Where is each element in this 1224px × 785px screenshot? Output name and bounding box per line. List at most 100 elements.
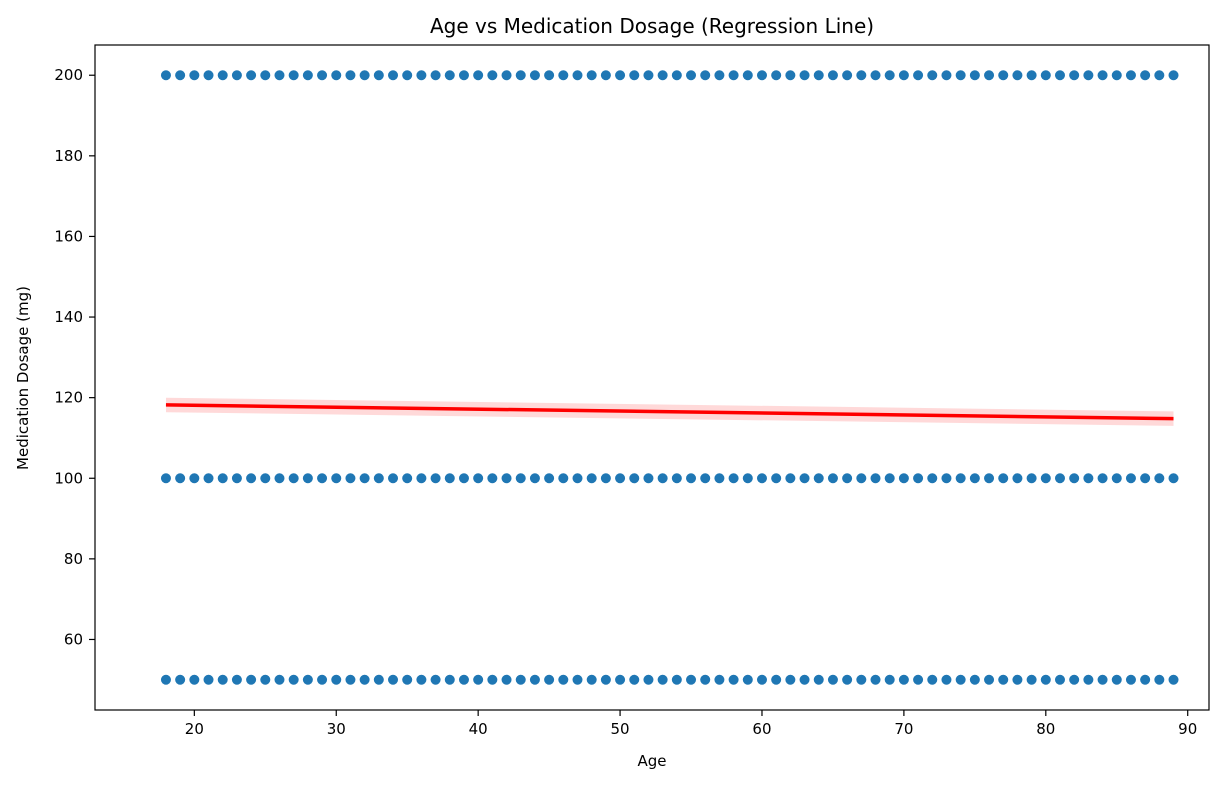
scatter-point <box>515 674 526 685</box>
scatter-point <box>884 70 895 81</box>
scatter-point <box>331 70 342 81</box>
scatter-point <box>842 70 853 81</box>
y-tick-label: 60 <box>64 630 83 648</box>
scatter-point <box>955 473 966 484</box>
scatter-point <box>529 70 540 81</box>
scatter-point <box>1168 70 1179 81</box>
scatter-point <box>317 473 328 484</box>
scatter-point <box>203 473 214 484</box>
scatter-point <box>615 674 626 685</box>
scatter-point <box>941 70 952 81</box>
scatter-point <box>643 473 654 484</box>
scatter-point <box>870 70 881 81</box>
scatter-point <box>1083 473 1094 484</box>
scatter-point <box>501 70 512 81</box>
scatter-point <box>317 70 328 81</box>
scatter-point <box>1026 674 1037 685</box>
scatter-point <box>615 70 626 81</box>
scatter-point <box>984 70 995 81</box>
scatter-point <box>728 473 739 484</box>
scatter-point <box>288 473 299 484</box>
scatter-point <box>274 473 285 484</box>
x-tick-label: 30 <box>327 720 346 738</box>
regression-line <box>165 403 1174 421</box>
scatter-point <box>643 70 654 81</box>
scatter-point <box>317 674 328 685</box>
scatter-point <box>1012 674 1023 685</box>
scatter-point <box>1097 70 1108 81</box>
scatter-point <box>657 473 668 484</box>
scatter-point <box>246 473 257 484</box>
scatter-point <box>600 674 611 685</box>
scatter-point <box>856 473 867 484</box>
scatter-point <box>714 473 725 484</box>
scatter-point <box>984 674 995 685</box>
y-tick-label: 200 <box>54 66 83 84</box>
scatter-point <box>160 674 171 685</box>
scatter-point <box>813 70 824 81</box>
axes-frame <box>94 44 1210 711</box>
scatter-point <box>600 70 611 81</box>
scatter-point <box>231 473 242 484</box>
scatter-point <box>1154 473 1165 484</box>
scatter-point <box>302 674 313 685</box>
scatter-point <box>1154 70 1165 81</box>
y-tick-label: 100 <box>54 469 83 487</box>
scatter-point <box>827 70 838 81</box>
x-axis-label: Age <box>637 752 666 770</box>
scatter-point <box>558 473 569 484</box>
scatter-point <box>260 674 271 685</box>
scatter-point <box>1026 473 1037 484</box>
scatter-point <box>444 674 455 685</box>
scatter-point <box>1040 70 1051 81</box>
axes: 20 30 40 50 60 70 80 90 60 80 100 120 140 160 180 200 <box>54 44 1210 738</box>
scatter-point <box>898 473 909 484</box>
scatter-point <box>203 674 214 685</box>
scatter-point <box>189 473 200 484</box>
scatter-point <box>771 473 782 484</box>
scatter-point <box>458 674 469 685</box>
scatter-point <box>998 70 1009 81</box>
scatter-point <box>1111 674 1122 685</box>
scatter-point <box>1097 473 1108 484</box>
scatter-point <box>572 674 583 685</box>
scatter-point <box>260 70 271 81</box>
x-tick-label: 40 <box>469 720 488 738</box>
scatter-point <box>231 674 242 685</box>
scatter-point <box>969 70 980 81</box>
scatter-point <box>898 674 909 685</box>
scatter-point <box>927 70 938 81</box>
scatter-point <box>671 674 682 685</box>
scatter-point <box>501 473 512 484</box>
scatter-point <box>1125 473 1136 484</box>
scatter-point <box>1125 674 1136 685</box>
scatter-point <box>331 674 342 685</box>
scatter-point <box>586 70 597 81</box>
scatter-point <box>1026 70 1037 81</box>
scatter-point <box>898 70 909 81</box>
scatter-point <box>487 70 498 81</box>
scatter-point <box>274 674 285 685</box>
scatter-point <box>373 473 384 484</box>
scatter-point <box>827 473 838 484</box>
scatter-point <box>785 70 796 81</box>
scatter-point <box>842 473 853 484</box>
scatter-point <box>458 70 469 81</box>
scatter-point <box>756 674 767 685</box>
scatter-point <box>714 674 725 685</box>
scatter-point <box>657 674 668 685</box>
scatter-point <box>487 674 498 685</box>
scatter-point <box>402 473 413 484</box>
scatter-point <box>487 473 498 484</box>
scatter-point <box>160 70 171 81</box>
scatter-point <box>1140 473 1151 484</box>
scatter-point <box>217 674 228 685</box>
scatter-point <box>430 674 441 685</box>
scatter-point <box>572 70 583 81</box>
scatter-point <box>998 674 1009 685</box>
scatter-point <box>1154 674 1165 685</box>
scatter-point <box>785 473 796 484</box>
scatter-point <box>1111 473 1122 484</box>
scatter-point <box>756 473 767 484</box>
